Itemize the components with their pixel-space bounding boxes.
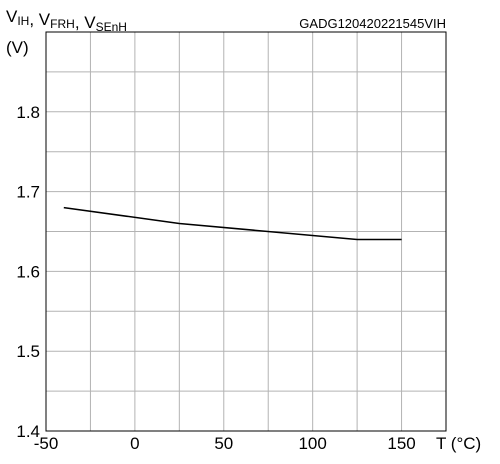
grid: [46, 32, 446, 431]
y-axis-label: VIH, VFRH, VSEnH: [6, 7, 127, 34]
x-tick-label: 150: [387, 434, 415, 453]
y-axis-label-subscript: SEnH: [96, 20, 127, 34]
x-axis-label: T (°C): [436, 434, 481, 453]
y-tick-label: 1.8: [16, 103, 40, 122]
series-line-0: [63, 206, 402, 241]
y-tick-label: 1.7: [16, 183, 40, 202]
tick-labels: -50 0 50 100 150 1.4 1.5 1.6 1.7 1.8: [16, 103, 415, 453]
y-tick-label: 1.6: [16, 262, 40, 281]
y-axis-label-symbol: V: [39, 10, 51, 29]
plot-frame: [45, 31, 447, 432]
y-axis-label-subscript: FRH: [50, 17, 75, 31]
y-axis-label-symbol: V: [84, 13, 96, 32]
y-tick-label: 1.5: [16, 342, 40, 361]
document-id: GADG120420221545VIH: [299, 16, 446, 31]
x-tick-label: 0: [130, 434, 139, 453]
y-axis-unit: (V): [6, 38, 29, 57]
x-tick-label: 50: [214, 434, 233, 453]
x-tick-label: 100: [298, 434, 326, 453]
y-axis-label-separator: ,: [75, 13, 84, 32]
series-layer: [63, 206, 402, 241]
y-axis-label-separator: ,: [29, 10, 38, 29]
y-axis-label-subscript: IH: [17, 14, 29, 28]
y-axis-label-symbol: V: [6, 7, 18, 26]
y-tick-label: 1.4: [16, 422, 40, 441]
x-tick-label: -50: [34, 434, 59, 453]
